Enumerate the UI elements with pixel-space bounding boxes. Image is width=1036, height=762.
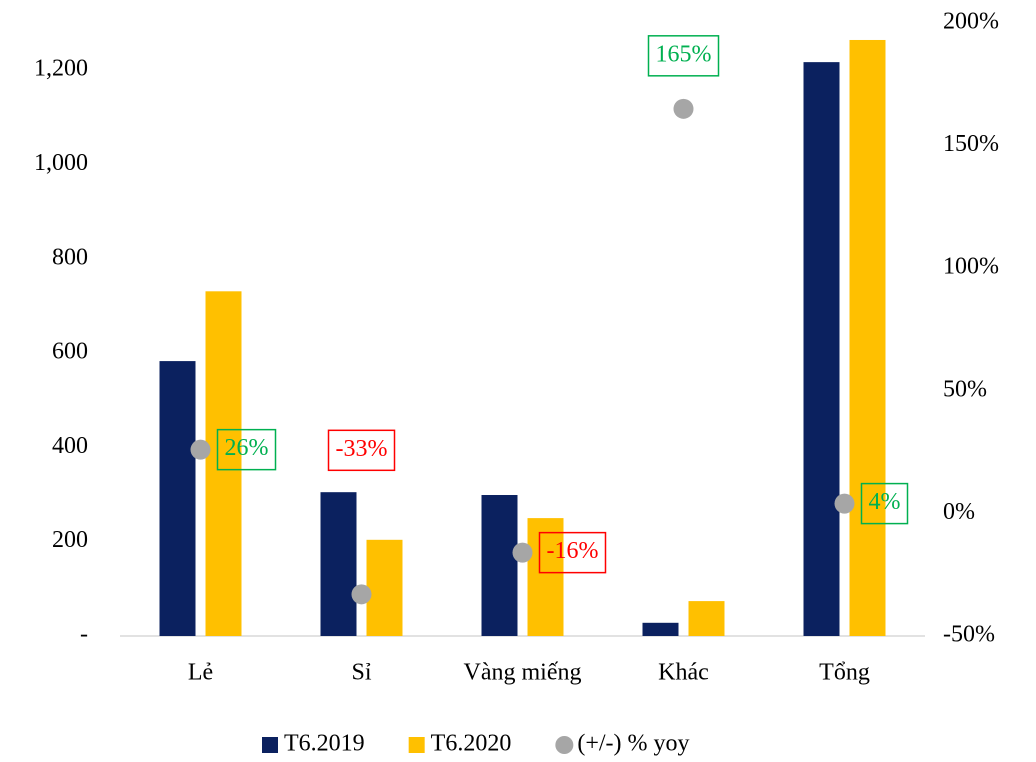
y2-tick-label: -50% <box>943 622 995 648</box>
legend-swatch <box>555 736 574 754</box>
y2-tick-label: 0% <box>943 499 975 525</box>
y-tick-label: 400 <box>52 433 88 459</box>
y-tick-label: 1,000 <box>34 150 88 176</box>
x-tick-label: Lẻ <box>188 660 213 686</box>
bar <box>205 291 242 636</box>
yoy-dot <box>673 98 694 119</box>
yoy-label: -16% <box>547 538 599 564</box>
legend-label: T6.2019 <box>284 731 365 757</box>
bar <box>688 601 725 636</box>
bar <box>159 361 196 636</box>
yoy-label-box <box>327 429 396 472</box>
yoy-dot <box>351 584 372 605</box>
yoy-label: 26% <box>225 435 269 461</box>
x-tick-label: Tổng <box>819 660 870 686</box>
yoy-label: 165% <box>656 41 712 67</box>
yoy-label-box <box>860 482 909 525</box>
legend-label: T6.2020 <box>431 731 512 757</box>
y-tick-label: 1,200 <box>34 56 88 82</box>
bar <box>320 492 357 636</box>
y2-tick-label: 100% <box>943 254 999 280</box>
yoy-dot <box>512 542 533 563</box>
legend-swatch <box>408 737 425 753</box>
bar <box>527 518 564 636</box>
yoy-label-box <box>538 531 607 574</box>
y-tick-label: - <box>80 622 88 648</box>
legend-label: (+/-) % yoy <box>577 731 689 757</box>
yoy-label-box <box>647 35 720 77</box>
bar <box>642 622 679 636</box>
yoy-dot <box>834 493 855 514</box>
y-tick-label: 200 <box>52 527 88 553</box>
yoy-label: 4% <box>869 489 901 515</box>
y-tick-label: 600 <box>52 339 88 365</box>
y2-tick-label: 50% <box>943 376 987 402</box>
yoy-label: -33% <box>336 436 388 462</box>
bar <box>366 539 403 636</box>
legend-swatch <box>262 737 278 753</box>
bar <box>849 39 886 636</box>
y2-tick-label: 150% <box>943 131 999 157</box>
y-tick-label: 800 <box>52 244 88 270</box>
x-tick-label: Khác <box>658 660 709 686</box>
bar <box>803 62 840 636</box>
x-tick-label: Vàng miếng <box>464 660 582 686</box>
bar <box>481 495 518 636</box>
y2-tick-label: 200% <box>943 9 999 35</box>
yoy-dot <box>190 439 211 460</box>
yoy-label-box <box>216 428 277 471</box>
x-tick-label: Sỉ <box>351 660 371 686</box>
